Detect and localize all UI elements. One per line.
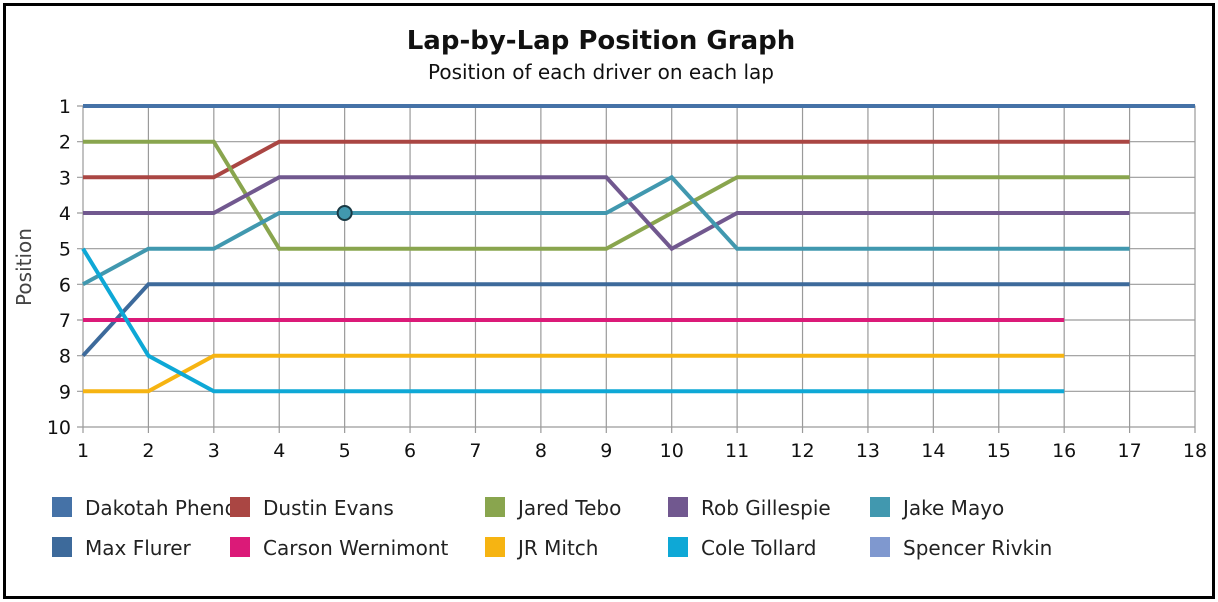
y-tick-label: 1 [59,96,71,118]
series-line-cole-tollard [81,247,1065,394]
legend-swatch [870,537,890,557]
legend-swatch [52,497,72,517]
y-tick-label: 8 [59,346,71,368]
legend-label: Max Flurer [85,536,192,560]
legend-swatch [668,537,688,557]
markers [336,205,353,221]
x-tick-label: 7 [469,440,481,462]
highlight-point-marker[interactable] [336,205,353,221]
legend-item-rob-gillespie[interactable]: Rob Gillespie [668,496,831,520]
x-tick-label: 18 [1183,440,1207,462]
x-tick-label: 13 [856,440,880,462]
grid [77,105,1196,433]
x-tick-label: 14 [921,440,945,462]
x-tick-label: 4 [273,440,285,462]
legend-label: Rob Gillespie [701,496,831,520]
legend-swatch [870,497,890,517]
y-tick-label: 7 [59,310,71,332]
series-lines [81,104,1195,394]
legend-label: Dustin Evans [263,496,394,520]
legend-swatch [485,497,505,517]
legend-swatch [485,537,505,557]
series-line-dustin-evans [83,139,1130,180]
x-tick-label: 12 [790,440,814,462]
series-line-jr-mitch [83,353,1065,394]
y-tick-label: 2 [59,132,71,154]
x-tick-label: 11 [725,440,749,462]
series-line-jake-mayo [82,174,1130,287]
x-tick-label: 8 [535,440,547,462]
y-tick-label: 9 [59,381,71,403]
x-tick-label: 16 [1052,440,1076,462]
legend-swatch [230,537,250,557]
chart-title: Lap-by-Lap Position Graph [407,26,796,56]
legend-label: Dakotah Phend [85,496,237,520]
series-line-max-flurer [81,282,1130,358]
y-axis-label: Position [12,228,36,306]
legend-item-max-flurer[interactable]: Max Flurer [52,536,192,560]
x-tick-label: 10 [660,440,684,462]
legend-label: Cole Tollard [701,536,816,560]
x-tick-label: 1 [77,440,89,462]
legend-item-jr-mitch[interactable]: JR Mitch [485,536,598,560]
legend-label: Carson Wernimont [263,536,449,560]
legend-item-spencer-rivkin[interactable]: Spencer Rivkin [870,536,1052,560]
legend-swatch [230,497,250,517]
x-tick-label: 3 [208,440,220,462]
legend-swatch [668,497,688,517]
x-tick-label: 6 [404,440,416,462]
y-tick-label: 10 [47,417,71,439]
legend-item-dustin-evans[interactable]: Dustin Evans [230,496,394,520]
y-tick-label: 3 [59,167,71,189]
plot-border [82,105,1196,428]
legend-label: Jake Mayo [901,496,1004,520]
y-tick-label: 5 [59,239,71,261]
legend: Dakotah Phend Dustin Evans Jared Tebo Rob G… [52,496,1052,560]
legend-label: Jared Tebo [516,496,621,520]
chart-frame [3,3,1215,599]
x-tick-label: 5 [339,440,351,462]
x-tick-label: 15 [987,440,1011,462]
x-tick-label: 17 [1117,440,1141,462]
y-tick-label: 6 [59,274,71,296]
chart-subtitle: Position of each driver on each lap [428,60,774,84]
legend-item-carson-wernimont[interactable]: Carson Wernimont [230,536,449,560]
legend-item-jake-mayo[interactable]: Jake Mayo [870,496,1004,520]
y-tick-label: 4 [59,203,71,225]
legend-item-dakotah-phend[interactable]: Dakotah Phend [52,496,237,520]
legend-item-jared-tebo[interactable]: Jared Tebo [485,496,621,520]
series-line-rob-gillespie [83,175,1130,252]
x-tick-label: 2 [142,440,154,462]
legend-label: Spencer Rivkin [903,536,1052,560]
series-line-jared-tebo [83,139,1130,251]
legend-swatch [52,537,72,557]
x-tick-label: 9 [600,440,612,462]
legend-label: JR Mitch [516,536,598,560]
legend-item-cole-tollard[interactable]: Cole Tollard [668,536,816,560]
